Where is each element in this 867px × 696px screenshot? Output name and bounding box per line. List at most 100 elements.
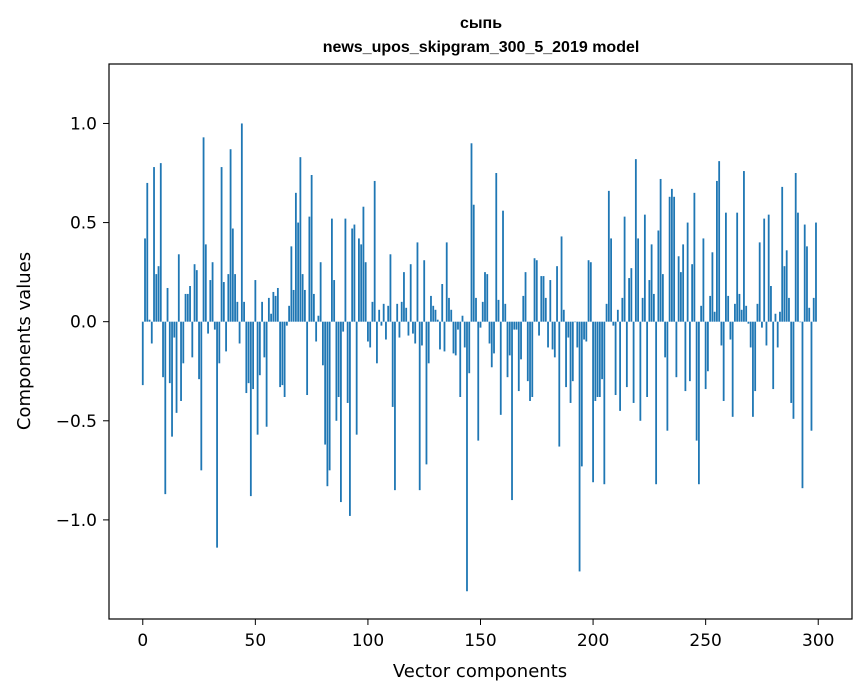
- bar: [718, 161, 721, 322]
- bar: [794, 173, 797, 322]
- bar: [580, 321, 583, 467]
- bar: [249, 321, 252, 497]
- bar: [403, 272, 405, 322]
- bar: [337, 321, 340, 397]
- bar: [556, 266, 558, 322]
- bar: [698, 321, 700, 485]
- bar: [234, 274, 236, 322]
- bar: [148, 319, 151, 322]
- bar: [497, 299, 500, 322]
- x-tick-label: 150: [464, 631, 496, 651]
- bar: [670, 188, 673, 322]
- bar: [414, 321, 417, 344]
- bar: [747, 321, 750, 324]
- bar: [812, 297, 815, 322]
- bar: [677, 256, 680, 322]
- bar: [578, 321, 581, 572]
- bar: [725, 212, 727, 322]
- bar: [225, 321, 227, 352]
- bar: [274, 295, 277, 322]
- bar: [716, 180, 718, 322]
- bar: [574, 321, 576, 323]
- bar: [202, 137, 205, 322]
- bar: [265, 321, 268, 427]
- bar: [466, 321, 468, 592]
- bar: [349, 321, 351, 516]
- bar: [688, 321, 691, 382]
- bar: [520, 321, 522, 360]
- bar: [204, 244, 207, 322]
- bar: [531, 321, 534, 397]
- bar: [421, 321, 423, 346]
- bar: [369, 321, 372, 348]
- bar: [691, 264, 694, 322]
- bar: [364, 262, 367, 322]
- bar: [788, 297, 790, 322]
- bar: [792, 321, 795, 419]
- bar: [720, 321, 723, 346]
- bar: [378, 309, 381, 322]
- bar: [499, 321, 502, 415]
- bar: [439, 321, 441, 350]
- bar: [270, 313, 273, 322]
- bar: [756, 303, 759, 322]
- bar: [387, 305, 390, 322]
- bar: [351, 228, 354, 322]
- bar: [155, 274, 158, 322]
- bar: [279, 321, 282, 388]
- bar: [211, 262, 214, 322]
- bar: [526, 321, 529, 382]
- y-ticks: −1.0 −0.5 0.0 0.5 1.0: [56, 114, 109, 531]
- bar: [231, 228, 234, 322]
- x-tick-label: 200: [577, 631, 609, 651]
- bar: [776, 321, 779, 348]
- bar: [450, 309, 453, 322]
- bar: [727, 295, 730, 322]
- bar: [490, 321, 493, 368]
- bar: [695, 321, 698, 441]
- bar: [258, 321, 261, 376]
- bar: [376, 321, 378, 364]
- bar: [477, 321, 480, 441]
- bar: [637, 238, 640, 322]
- bar: [479, 321, 482, 328]
- bar: [405, 307, 408, 322]
- bar: [353, 224, 356, 322]
- bar: [245, 321, 248, 394]
- bar: [335, 321, 338, 421]
- bar: [177, 254, 180, 322]
- bar: [657, 230, 660, 322]
- bar: [603, 321, 606, 485]
- bar: [765, 321, 768, 346]
- bar: [398, 321, 401, 338]
- bar: [675, 321, 678, 378]
- bar: [616, 309, 619, 322]
- bar: [164, 321, 167, 495]
- bar: [743, 171, 745, 322]
- bar: [229, 149, 232, 322]
- bar: [207, 321, 209, 334]
- bar: [209, 280, 212, 322]
- bar: [342, 321, 345, 332]
- bar: [779, 311, 781, 322]
- bar: [754, 321, 757, 392]
- bar: [220, 167, 223, 322]
- bar: [182, 321, 185, 364]
- bar: [400, 301, 403, 322]
- bar: [443, 321, 446, 352]
- bar: [430, 295, 432, 322]
- bar: [486, 274, 489, 322]
- bar: [328, 321, 331, 471]
- bar: [283, 321, 286, 397]
- bar: [144, 238, 146, 322]
- bar: [247, 321, 250, 384]
- bar: [686, 222, 689, 322]
- bar: [153, 167, 155, 322]
- bar: [549, 280, 552, 322]
- bar: [141, 321, 144, 386]
- bar: [240, 123, 243, 322]
- bar: [315, 321, 318, 342]
- bar: [391, 321, 394, 407]
- bar: [303, 289, 306, 322]
